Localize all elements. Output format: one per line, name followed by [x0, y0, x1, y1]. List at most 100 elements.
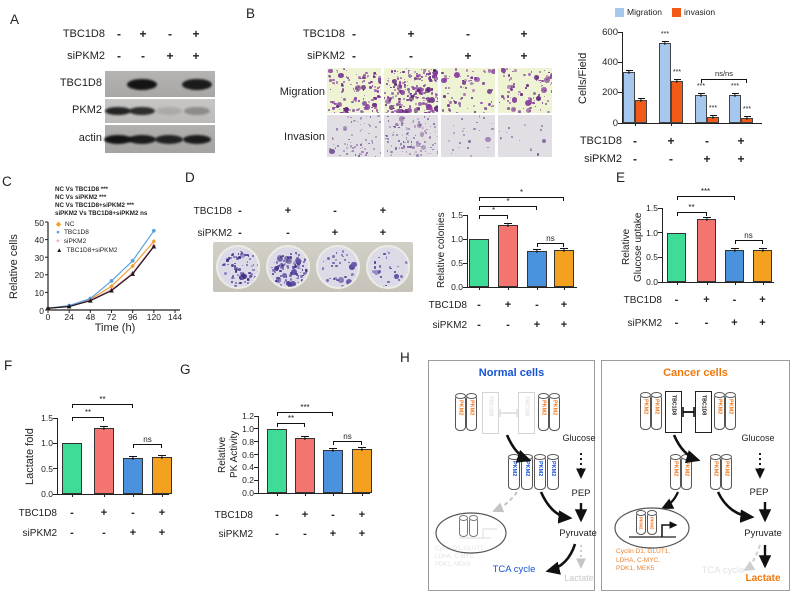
stain-dot — [286, 281, 291, 286]
stain-dot — [391, 92, 394, 95]
stain-dot — [442, 109, 445, 112]
y-tick-label: 0.0 — [226, 488, 254, 498]
stain-dot — [370, 116, 372, 118]
stain-dot — [415, 135, 416, 136]
stain-dot — [298, 256, 300, 258]
stain-dot — [473, 105, 475, 107]
stain-dot — [434, 143, 436, 145]
stain-dot — [369, 86, 372, 89]
stain-dot — [247, 284, 249, 286]
condition-value: + — [755, 317, 771, 329]
x-tick — [735, 282, 736, 285]
stain-dot — [339, 155, 340, 156]
normal-genes-line1: Cyclin D1, GLUT1, — [435, 545, 509, 553]
condition-value: - — [96, 527, 112, 539]
condition-row-label: siPKM2 — [260, 50, 345, 62]
stain-dot — [533, 97, 535, 99]
stain-dot — [323, 261, 324, 262]
stain-dot — [348, 262, 350, 264]
y-tick-label: 1.0 — [226, 424, 254, 434]
condition-value: + — [354, 509, 370, 521]
stain-dot — [413, 137, 415, 139]
stain-dot — [378, 96, 381, 99]
stain-dot — [238, 256, 241, 259]
stain-dot — [471, 97, 473, 99]
stain-dot — [235, 256, 237, 258]
stain-dot — [247, 261, 248, 262]
stain-dot — [231, 281, 233, 283]
condition-value: + — [733, 152, 749, 166]
condition-value: + — [327, 227, 343, 239]
pkm2-cylinder: PKM2 — [534, 456, 546, 490]
x-tick — [333, 493, 334, 496]
stain-dot — [341, 91, 343, 93]
stain-dot — [337, 145, 339, 147]
panel-c-growth-chart: Relative cells Time (h) 0 24 48 72 96 120 144 0… — [0, 172, 212, 344]
condition-value: - — [280, 227, 296, 239]
x-tick — [537, 287, 538, 290]
stain-dot — [343, 81, 345, 83]
condition-value: - — [727, 294, 743, 306]
sig-label: *** — [285, 403, 325, 412]
stain-dot — [277, 265, 279, 267]
stain-dot — [397, 92, 399, 94]
condition-value: - — [403, 49, 419, 63]
legend-item-migration: Migration — [615, 7, 662, 17]
culture-dish — [366, 245, 410, 289]
y-tick — [618, 92, 622, 93]
figure: A B C D E F G H TBC1D8 PKM2 actin TBC1D8… — [0, 0, 792, 600]
stain-dot — [347, 116, 348, 117]
stain-dot — [402, 151, 403, 152]
migration-image — [327, 68, 381, 113]
stain-dot — [419, 90, 421, 92]
cylinder-top — [469, 515, 478, 521]
stain-dot — [347, 145, 348, 146]
stain-dot — [434, 70, 436, 72]
stain-dot — [453, 125, 454, 126]
stain-dot — [296, 278, 297, 279]
condition-row-label: siPKM2 — [418, 320, 467, 331]
stain-dot — [421, 145, 426, 150]
stain-dot — [306, 279, 309, 282]
stain-dot — [403, 141, 404, 142]
y-tick-label: 200 — [590, 87, 618, 98]
stain-dot — [374, 86, 376, 88]
stain-dot — [249, 258, 251, 260]
legend-label: TBC1D8+siPKM2 — [66, 247, 117, 254]
y-tick-label: 40 — [22, 235, 44, 245]
normal-cells-box: Normal cells Glucose PEP Pyruvate TCA cy… — [428, 360, 595, 591]
stain-dot — [430, 147, 432, 149]
stain-dot — [335, 259, 337, 261]
stain-dot — [514, 69, 517, 72]
bar — [623, 72, 635, 123]
stain-dot — [399, 112, 401, 113]
cancer-genes-line3: PDK1, MEK5 — [616, 565, 708, 574]
stain-dot — [395, 95, 397, 97]
legend-marker: + — [56, 238, 60, 245]
sig-bracket — [677, 196, 735, 200]
stain-dot — [406, 151, 408, 153]
pkm2-cylinder-label: PKM2 — [728, 399, 734, 414]
stain-dot — [297, 282, 298, 283]
stain-dot — [414, 154, 415, 155]
x-tick — [671, 123, 672, 126]
stain-dot — [432, 111, 434, 113]
invasion-image — [498, 115, 552, 157]
stain-dot — [279, 270, 282, 273]
stain-dot — [357, 121, 359, 123]
error-bar — [533, 249, 541, 253]
tbc1d8-box: TBC1D8 — [482, 392, 499, 434]
stain-dot — [365, 104, 370, 109]
stain-dot — [333, 144, 334, 145]
condition-value: + — [663, 134, 679, 148]
stain-dot — [436, 108, 438, 111]
stain-dot — [304, 259, 306, 261]
stain-dot — [387, 150, 388, 151]
stain-dot — [388, 252, 390, 254]
stain-dot — [344, 143, 346, 145]
condition-row-label: siPKM2 — [193, 529, 253, 540]
stain-dot — [402, 135, 403, 136]
dish-photo-strip — [213, 242, 413, 292]
stain-dot — [348, 79, 350, 81]
stain-dot — [308, 273, 310, 275]
